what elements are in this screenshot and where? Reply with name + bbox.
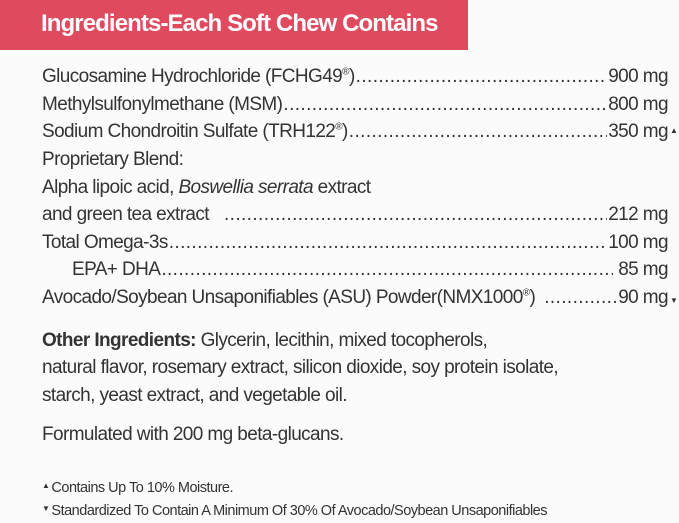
dot-leader [169,232,608,254]
ingredient-amount: 90 mg [618,287,668,308]
ingredient-amount: 900 mg [608,66,668,87]
footnote: ▲ Contains Up To 10% Moisture. [42,480,234,496]
ingredient-name: Methylsulfonylmethane (MSM) [42,94,283,115]
ingredient-name: Sodium Chondroitin Sulfate (TRH122®) [42,121,348,142]
ingredient-row: and green tea extract 212 mg [42,204,669,230]
triangle-up-icon: ▲ [42,481,50,490]
dot-leader [161,259,613,281]
dot-leader [356,66,608,88]
ingredient-row: Total Omega-3s 100 mg [42,232,669,258]
triangle-up-icon: ▲ [670,126,678,135]
ingredient-name: Avocado/Soybean Unsaponifiables (ASU) Po… [42,287,536,308]
dot-leader [224,204,607,226]
ingredient-amount: 350 mg [608,121,668,142]
other-ingredients-line: starch, yeast extract, and vegetable oil… [42,385,348,406]
proprietary-blend-label: Proprietary Blend: [42,149,184,170]
formulated-note: Formulated with 200 mg beta-glucans. [42,424,344,445]
other-ingredients-line: Other Ingredients: Glycerin, lecithin, m… [42,330,488,351]
triangle-down-icon: ▼ [670,296,678,305]
dot-leader [544,287,617,309]
dot-leader [283,94,607,116]
other-ingredients-line: natural flavor, rosemary extract, silico… [42,357,559,378]
ingredient-name: Total Omega-3s [42,232,168,253]
triangle-down-icon: ▼ [42,504,50,513]
ingredient-row: Avocado/Soybean Unsaponifiables (ASU) Po… [42,287,669,313]
ingredient-amount: 85 mg [618,259,668,280]
other-ingredients-label: Other Ingredients: [42,330,196,351]
ingredient-row: Sodium Chondroitin Sulfate (TRH122®) 350… [42,121,669,147]
header-banner: Ingredients-Each Soft Chew Contains [0,0,468,50]
ingredient-amount: 100 mg [608,232,668,253]
ingredient-name: EPA+ DHA [72,259,161,280]
ingredient-name: and green tea extract [42,204,210,225]
proprietary-blend-items: Alpha lipoic acid, Boswellia serrata ext… [42,177,371,198]
dot-leader [349,121,607,143]
ingredient-amount: 800 mg [608,94,668,115]
ingredient-row: EPA+ DHA 85 mg [72,259,669,285]
ingredient-name: Glucosamine Hydrochloride (FCHG49®) [42,66,355,87]
footnote: ▼ Standardized To Contain A Minimum Of 30… [42,503,547,519]
header-title: Ingredients-Each Soft Chew Contains [41,10,438,37]
ingredient-amount: 212 mg [608,204,668,225]
ingredient-row: Glucosamine Hydrochloride (FCHG49®) 900 … [42,66,669,92]
ingredient-row: Methylsulfonylmethane (MSM) 800 mg [42,94,669,120]
